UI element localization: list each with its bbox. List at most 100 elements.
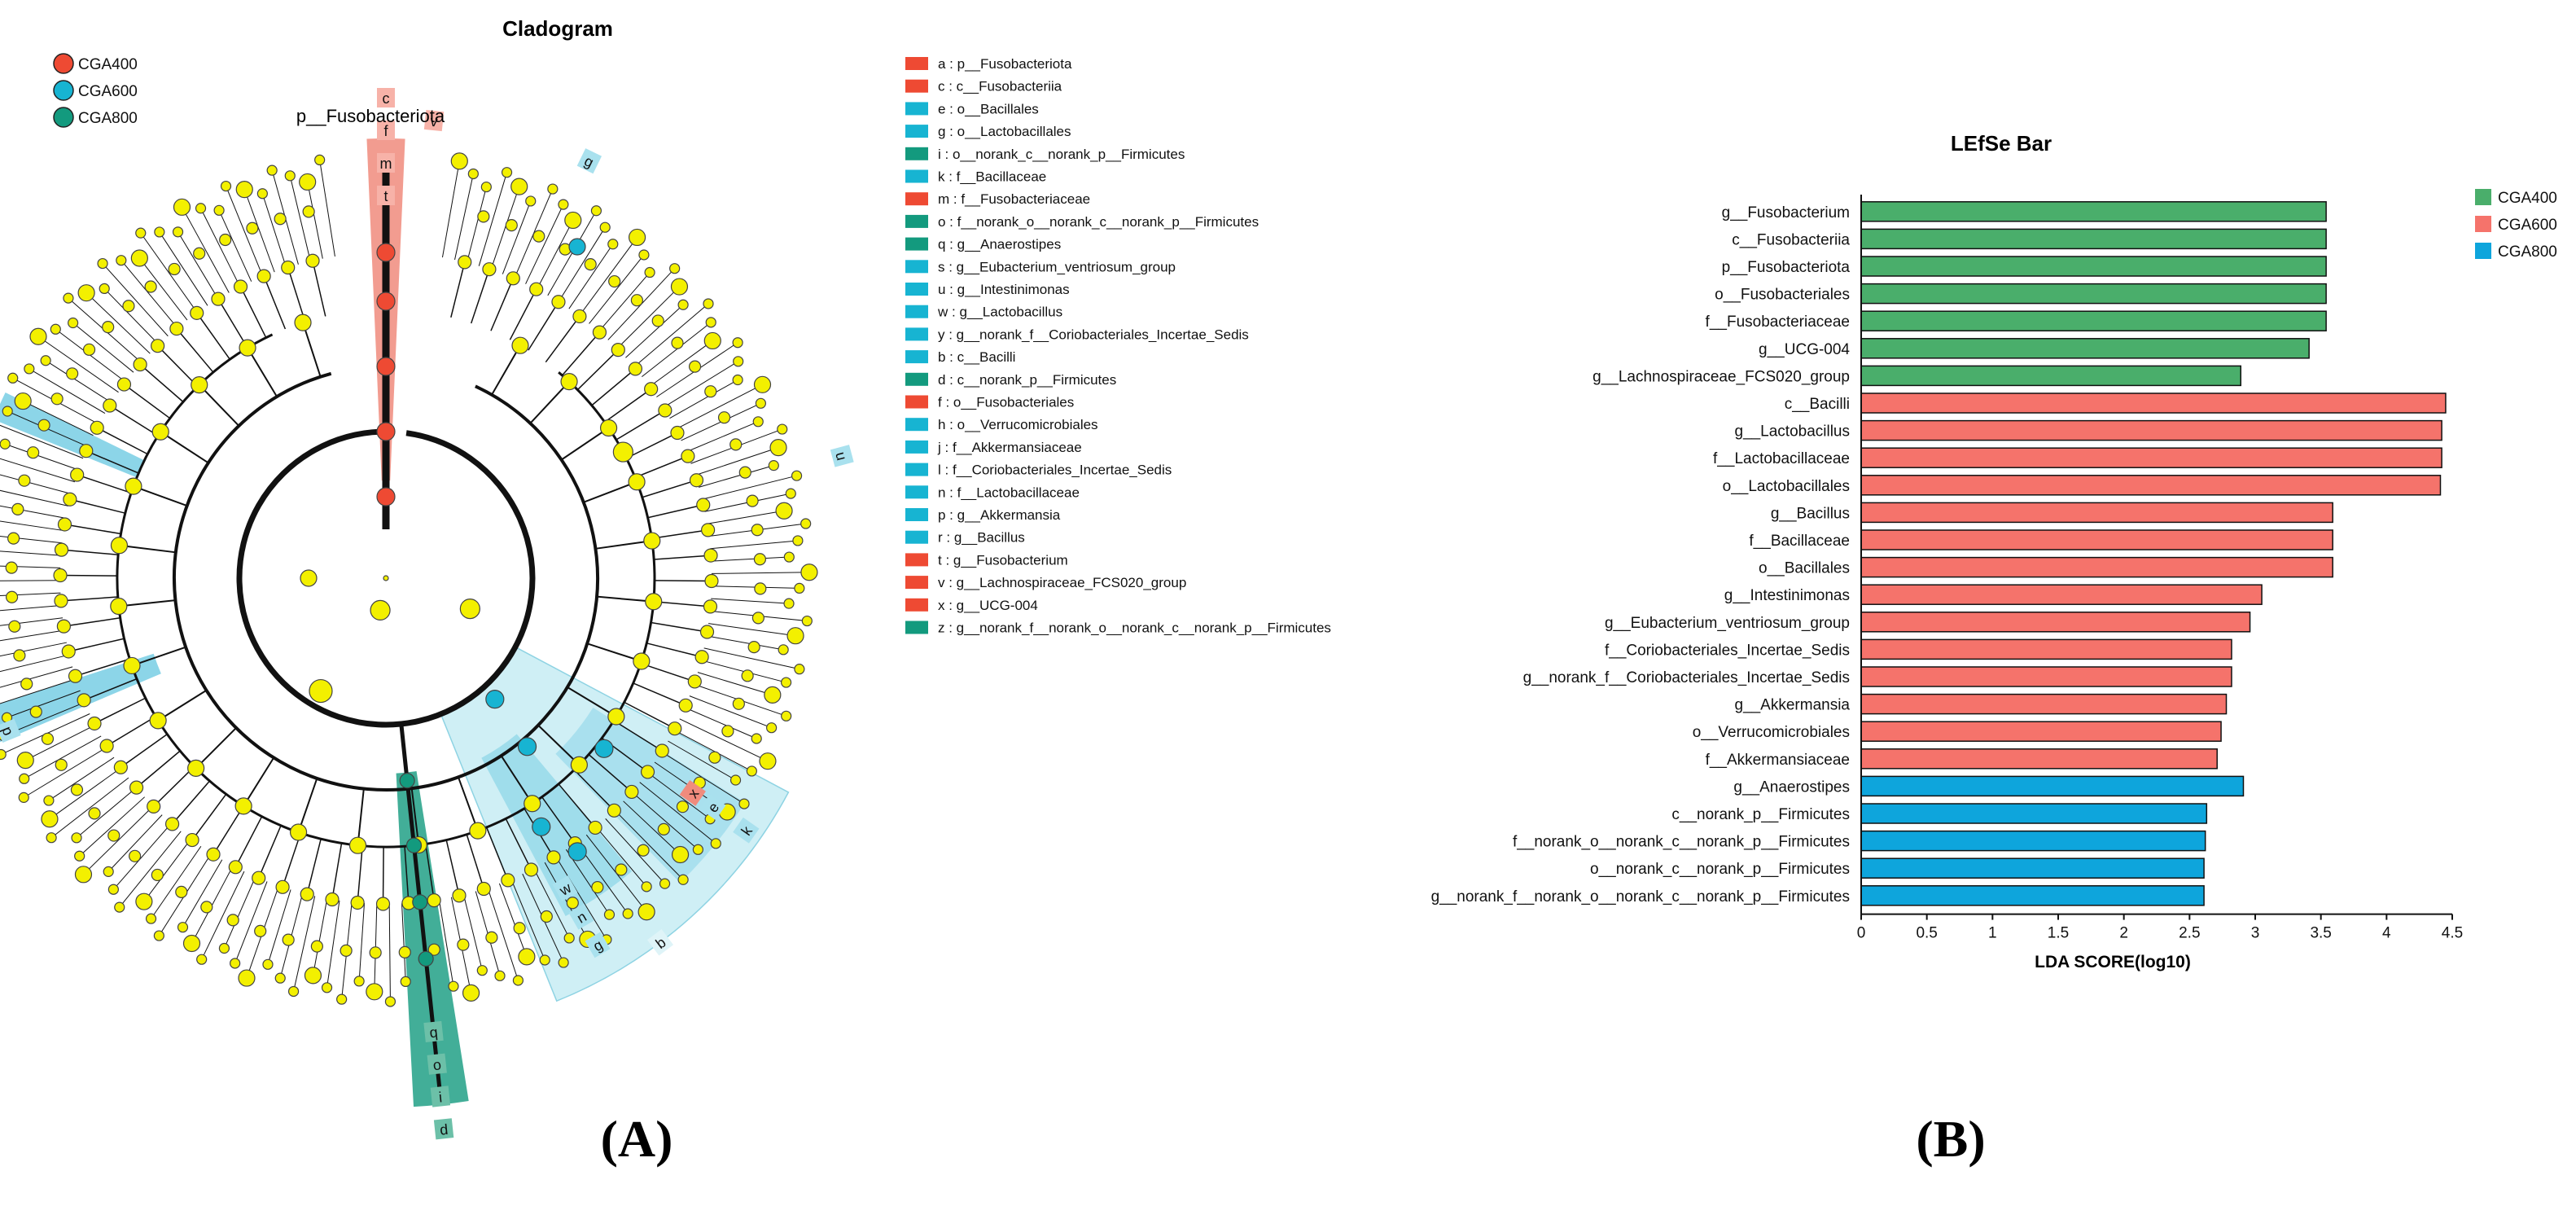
firmicutes-node-0 <box>399 773 415 789</box>
leaf-branch-67 <box>510 879 545 961</box>
family-node-333.5 <box>219 233 232 247</box>
clado-inner-node <box>612 441 633 463</box>
label-sector-k: k <box>733 817 760 844</box>
genus-node-68.0 <box>681 449 695 463</box>
lefse-title: LEfSe Bar <box>1951 131 2052 156</box>
leaf-node-36 <box>800 564 818 581</box>
order-branch-303 <box>160 431 209 464</box>
leaf-node-129 <box>7 372 19 384</box>
label-sector-k-bg <box>733 817 760 844</box>
leaf-node-30 <box>791 470 803 481</box>
x-tick-label-6: 3 <box>2251 925 2260 942</box>
family-node-198.5 <box>254 924 267 937</box>
leaf-branch-30 <box>701 475 797 500</box>
leaf-branch-141 <box>140 232 198 314</box>
genus-node-126.5 <box>640 765 655 779</box>
genus-node-90.5 <box>704 573 719 589</box>
order-node-199 <box>289 823 308 841</box>
leaf-branch-26 <box>686 421 759 453</box>
bar-label-20: f__Akkermansiaceae <box>1706 752 1850 769</box>
family-node-230.0 <box>88 807 101 820</box>
leaf-branch-77 <box>358 903 365 981</box>
family-node-311.0 <box>102 321 115 334</box>
family-node-117.5 <box>708 751 721 764</box>
leaf-node-11 <box>607 239 619 250</box>
leaf-node-132 <box>29 327 47 345</box>
genus-node-288.5 <box>70 467 85 482</box>
leaf-node-54 <box>710 838 721 849</box>
leaf-branch-125 <box>4 443 79 471</box>
genus-node-54.5 <box>644 382 659 397</box>
leaf-branch-122 <box>0 489 69 507</box>
leaf-node-3 <box>501 167 513 178</box>
genus-branch-302.0 <box>109 405 159 436</box>
bar-label-22: c__norank_p__Firmicutes <box>1671 806 1850 823</box>
leaf-branch-74 <box>401 903 406 982</box>
family-node-171.5 <box>427 943 440 956</box>
leaf-node-49 <box>746 765 757 777</box>
family-node-212.0 <box>175 885 188 898</box>
cladogram-title: Cladogram <box>502 16 613 41</box>
leaf-node-134 <box>68 317 79 329</box>
key-label-3: g : o__Lactobacillales <box>938 124 1071 139</box>
bar-13 <box>1860 556 2333 578</box>
order-branch-173 <box>410 787 420 845</box>
leaf-branch-48 <box>679 718 769 762</box>
order-branch-342 <box>302 322 322 378</box>
key-label-6: m : f__Fusobacteriaceae <box>938 191 1090 207</box>
genus-branch-36.5 <box>545 316 580 363</box>
order-branch-186 <box>357 788 365 846</box>
family-node-63.5 <box>717 411 731 424</box>
key-label-18: l : f__Coriobacteriales_Incertae_Sedis <box>938 463 1172 478</box>
leaf-node-12 <box>628 228 646 247</box>
sector-lactobacillales <box>481 734 633 916</box>
label-v-bg <box>423 110 445 132</box>
leaf-branch-73 <box>438 899 454 987</box>
genus-node-279.5 <box>57 517 72 532</box>
leaf-branch-69 <box>487 887 519 981</box>
leaf-node-139 <box>116 255 127 266</box>
leaf-branch-107 <box>7 690 81 718</box>
leaf-node-69 <box>512 975 524 986</box>
key-label-15: f : o__Fusobacteriales <box>938 395 1074 410</box>
leaf-branch-128 <box>22 401 94 436</box>
genus-node-72.5 <box>689 473 704 488</box>
genus-node-225.5 <box>147 799 161 814</box>
leaf-node-25 <box>755 397 767 409</box>
bar-label-0: g__Fusobacterium <box>1722 204 1850 221</box>
genus-node-248.0 <box>77 693 91 708</box>
order-branch-329 <box>247 347 278 397</box>
genus-node-203.0 <box>252 871 266 885</box>
order-branch-147 <box>500 755 533 805</box>
leaf-branch-101 <box>48 756 115 801</box>
leaf-node-0 <box>450 152 468 170</box>
leaf-node-143 <box>172 226 184 238</box>
order-node-160 <box>469 822 487 840</box>
leaf-branch-44 <box>697 672 773 695</box>
bar-label-11: g__Bacillus <box>1771 505 1850 522</box>
genus-node-162.5 <box>476 881 491 897</box>
leaf-node-99 <box>46 832 57 844</box>
genus-branch-63.5 <box>625 432 678 459</box>
key-swatch-18 <box>905 463 928 476</box>
genus-node-347.0 <box>305 253 320 268</box>
leaf-branch-94 <box>113 822 172 890</box>
leaf-branch-145 <box>200 208 241 287</box>
bar-14 <box>1860 584 2263 605</box>
leaf-node-98 <box>71 832 82 844</box>
order-branch-134 <box>537 724 580 765</box>
label-x-bg <box>679 779 706 806</box>
leaf-node-42 <box>794 664 805 675</box>
label-br-n-bg <box>568 903 594 930</box>
genus-node-135.5 <box>607 803 621 818</box>
key-label-9: s : g__Eubacterium_ventriosum_group <box>938 259 1176 274</box>
leaf-branch-112 <box>0 629 65 642</box>
leaf-node-56 <box>671 845 690 864</box>
bar-0 <box>1860 201 2327 222</box>
leaf-node-130 <box>24 363 35 375</box>
family-node-194.0 <box>282 933 295 946</box>
leaf-branch-49 <box>673 730 752 772</box>
genus-node-207.5 <box>228 860 243 875</box>
leaf-node-18 <box>703 298 714 309</box>
genus-branch-284.0 <box>69 498 125 514</box>
